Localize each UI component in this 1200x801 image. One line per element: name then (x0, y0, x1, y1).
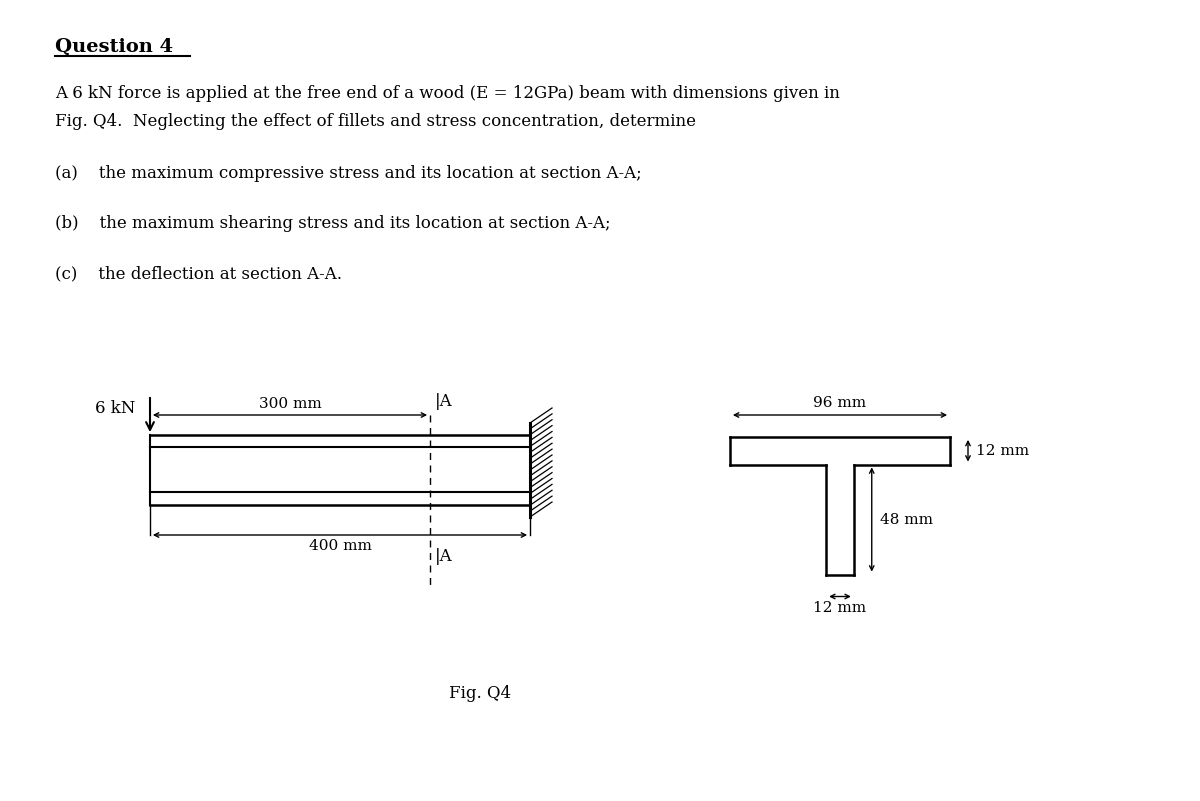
Text: |A: |A (436, 548, 452, 565)
Text: 12 mm: 12 mm (976, 444, 1030, 457)
Text: 12 mm: 12 mm (814, 602, 866, 615)
Text: Fig. Q4.  Neglecting the effect of fillets and stress concentration, determine: Fig. Q4. Neglecting the effect of fillet… (55, 113, 696, 130)
Text: Fig. Q4: Fig. Q4 (449, 685, 511, 702)
Text: 96 mm: 96 mm (814, 396, 866, 410)
Text: A 6 kN force is applied at the free end of a wood (E = 12GPa) beam with dimensio: A 6 kN force is applied at the free end … (55, 85, 840, 102)
Text: 400 mm: 400 mm (308, 539, 372, 553)
Text: (a)    the maximum compressive stress and its location at section A-A;: (a) the maximum compressive stress and i… (55, 165, 642, 182)
Text: (c)    the deflection at section A-A.: (c) the deflection at section A-A. (55, 265, 342, 282)
Text: 300 mm: 300 mm (259, 397, 322, 411)
Text: 48 mm: 48 mm (880, 513, 932, 526)
Text: 6 kN: 6 kN (95, 400, 134, 417)
Text: Question 4: Question 4 (55, 38, 173, 56)
Text: (b)    the maximum shearing stress and its location at section A-A;: (b) the maximum shearing stress and its … (55, 215, 611, 232)
Text: |A: |A (436, 393, 452, 410)
